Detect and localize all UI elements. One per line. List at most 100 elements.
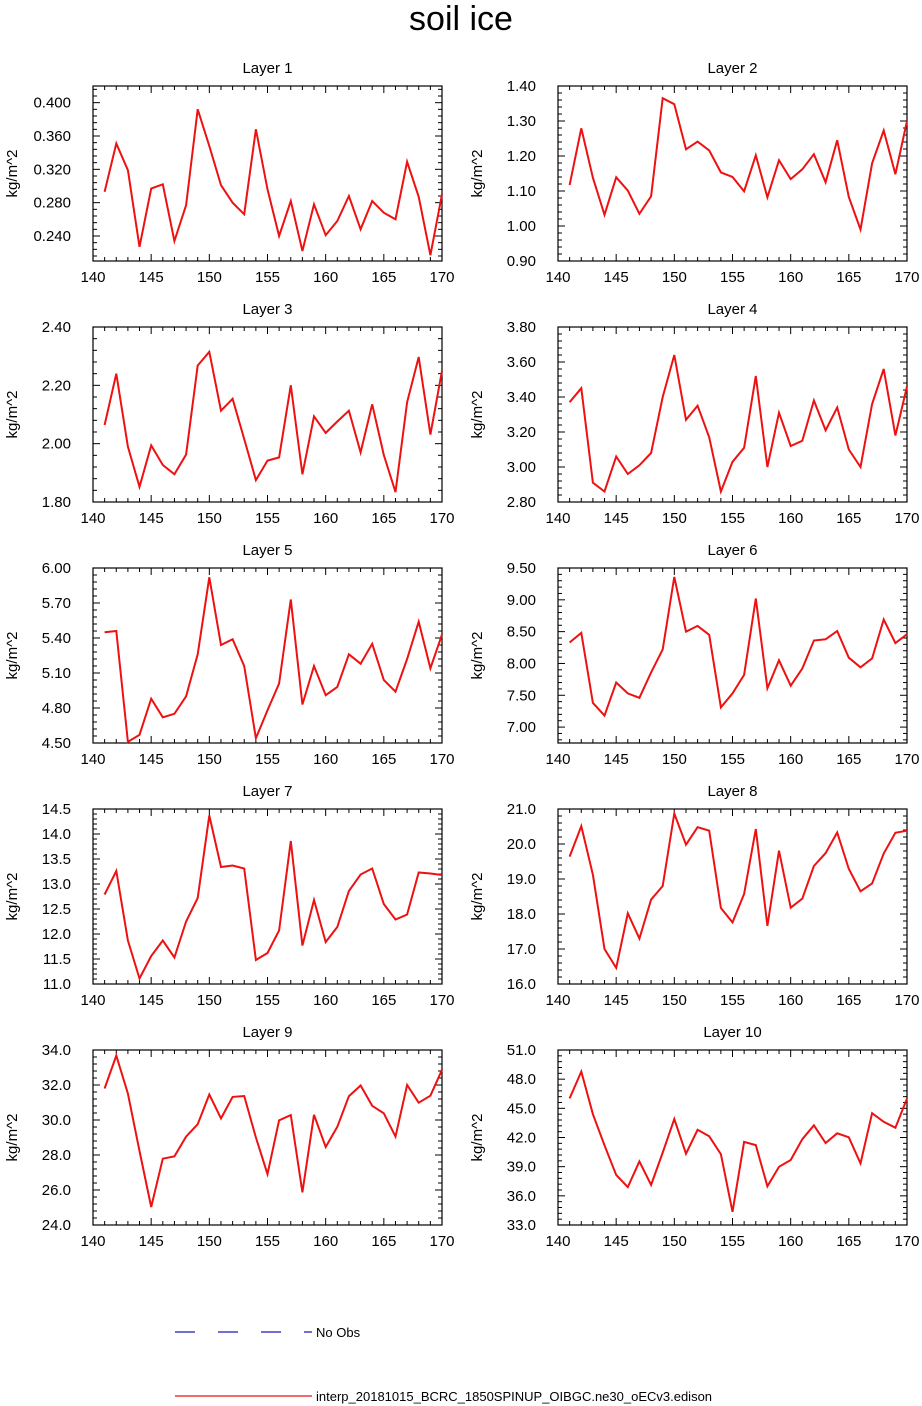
y-tick-label: 17.0 <box>507 941 536 958</box>
y-tick-label: 39.0 <box>507 1159 536 1176</box>
chart-panel-layer-2: Layer 2 140 145 150 155 160 165 170 0.90 1.00 1.10… <box>469 60 920 286</box>
x-tick-label: 150 <box>662 992 687 1009</box>
x-tick-label: 155 <box>720 751 745 768</box>
y-axis-label: kg/m^2 <box>4 632 21 680</box>
y-tick-label: 0.240 <box>33 228 71 245</box>
y-tick-label: 42.0 <box>507 1130 536 1147</box>
x-tick-label: 165 <box>836 1233 861 1250</box>
x-tick-label: 150 <box>662 1233 687 1250</box>
y-tick-label: 6.00 <box>42 560 71 577</box>
y-tick-label: 0.90 <box>507 253 536 270</box>
x-tick-label: 150 <box>197 751 222 768</box>
y-tick-label: 0.360 <box>33 128 71 145</box>
y-tick-label: 4.50 <box>42 735 71 752</box>
chart-panel-layer-7: Layer 7 140 145 150 155 160 165 170 11.0 11.5 12.0… <box>4 783 455 1009</box>
x-tick-label: 140 <box>545 1233 570 1250</box>
y-tick-label: 14.0 <box>42 826 71 843</box>
x-tick-label: 160 <box>313 510 338 527</box>
legend-item-no-obs: No Obs <box>175 1325 361 1340</box>
x-tick-label: 145 <box>604 751 629 768</box>
x-tick-label: 160 <box>313 269 338 286</box>
x-tick-label: 165 <box>836 510 861 527</box>
y-tick-label: 13.0 <box>42 876 71 893</box>
series-line <box>103 815 443 982</box>
x-tick-label: 170 <box>429 510 454 527</box>
x-tick-label: 145 <box>604 269 629 286</box>
x-tick-label: 145 <box>139 992 164 1009</box>
x-tick-label: 165 <box>836 269 861 286</box>
plot-frame <box>557 567 908 744</box>
x-tick-label: 155 <box>720 1233 745 1250</box>
x-tick-label: 145 <box>139 510 164 527</box>
y-tick-label: 48.0 <box>507 1071 536 1088</box>
series-line <box>103 349 443 493</box>
y-tick-label: 9.50 <box>507 560 536 577</box>
panel-title: Layer 9 <box>242 1024 292 1041</box>
chart-panel-layer-10: Layer 10 140 145 150 155 160 165 170 33.0 36.0 39.… <box>469 1024 920 1250</box>
x-tick-label: 160 <box>778 751 803 768</box>
x-tick-label: 160 <box>778 992 803 1009</box>
y-tick-label: 2.20 <box>42 377 71 394</box>
x-tick-label: 145 <box>139 1233 164 1250</box>
x-tick-label: 165 <box>371 269 396 286</box>
y-tick-label: 11.0 <box>43 976 71 993</box>
x-tick-label: 160 <box>778 1233 803 1250</box>
x-tick-label: 140 <box>80 992 105 1009</box>
y-tick-label: 3.60 <box>507 354 536 371</box>
y-tick-label: 7.00 <box>507 719 536 736</box>
series-line <box>104 577 443 744</box>
y-tick-label: 5.10 <box>42 665 71 682</box>
x-tick-label: 145 <box>139 269 164 286</box>
chart-panel-layer-6: Layer 6 140 145 150 155 160 165 170 7.00 7.50 8.00… <box>469 542 920 768</box>
y-tick-label: 19.0 <box>507 871 536 888</box>
y-axis-label: kg/m^2 <box>469 873 486 921</box>
y-tick-label: 5.40 <box>42 630 71 647</box>
y-tick-label: 45.0 <box>507 1100 536 1117</box>
figure-title: soil ice <box>409 0 513 38</box>
y-tick-label: 18.0 <box>507 906 536 923</box>
series-line <box>568 809 908 971</box>
x-tick-label: 170 <box>894 992 919 1009</box>
y-tick-label: 36.0 <box>507 1188 536 1205</box>
x-tick-label: 140 <box>545 269 570 286</box>
y-tick-label: 14.5 <box>42 801 71 818</box>
y-axis-label: kg/m^2 <box>4 391 21 439</box>
chart-panel-layer-3: Layer 3 140 145 150 155 160 165 170 1.80 2.00 2.20… <box>4 301 455 527</box>
legend-label: No Obs <box>316 1325 361 1340</box>
series-line <box>568 354 908 495</box>
panel-title: Layer 4 <box>707 301 757 318</box>
x-tick-label: 155 <box>720 510 745 527</box>
plot-frame <box>557 85 908 262</box>
x-tick-label: 155 <box>720 992 745 1009</box>
x-tick-label: 165 <box>371 1233 396 1250</box>
plot-frame <box>92 808 443 985</box>
y-axis-label: kg/m^2 <box>469 1114 486 1162</box>
x-tick-label: 150 <box>662 751 687 768</box>
y-tick-label: 2.80 <box>507 494 536 511</box>
y-tick-label: 0.320 <box>33 161 71 178</box>
y-tick-label: 16.0 <box>507 976 536 993</box>
y-axis-label: kg/m^2 <box>4 150 21 198</box>
x-tick-label: 170 <box>429 269 454 286</box>
y-tick-label: 26.0 <box>42 1182 71 1199</box>
y-tick-label: 4.80 <box>42 700 71 717</box>
y-axis-label: kg/m^2 <box>469 632 486 680</box>
x-tick-label: 145 <box>604 510 629 527</box>
x-tick-label: 170 <box>894 1233 919 1250</box>
y-tick-label: 33.0 <box>507 1217 536 1234</box>
y-tick-label: 0.280 <box>33 195 71 212</box>
x-tick-label: 155 <box>255 1233 280 1250</box>
x-tick-label: 150 <box>662 269 687 286</box>
y-tick-label: 2.00 <box>42 436 71 453</box>
y-tick-label: 21.0 <box>507 801 536 818</box>
y-tick-label: 8.50 <box>507 624 536 641</box>
x-tick-label: 170 <box>894 269 919 286</box>
y-tick-label: 1.00 <box>507 218 536 235</box>
y-tick-label: 32.0 <box>42 1077 71 1094</box>
y-axis-label: kg/m^2 <box>469 391 486 439</box>
y-tick-label: 20.0 <box>507 836 536 853</box>
chart-panel-layer-1: Layer 1 140 145 150 155 160 165 170 0.240 0.280 0.… <box>4 60 455 286</box>
x-tick-label: 170 <box>429 751 454 768</box>
y-tick-label: 5.70 <box>42 595 71 612</box>
